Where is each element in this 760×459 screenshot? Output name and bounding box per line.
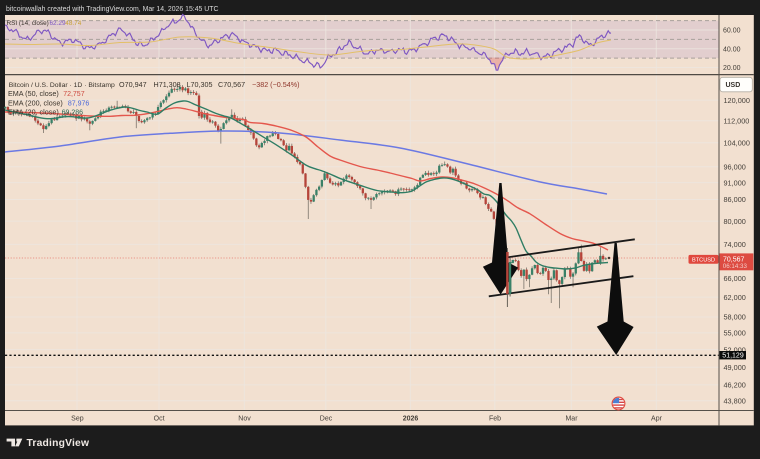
svg-text:74,000: 74,000 [724,240,746,249]
svg-text:Bitcoin / U.S. Dollar · 1D · B: Bitcoin / U.S. Dollar · 1D · Bitstamp [9,82,115,89]
svg-text:TradingView: TradingView [27,438,90,449]
svg-text:55,000: 55,000 [724,329,746,338]
svg-text:87,976: 87,976 [68,100,90,107]
svg-text:H71,308: H71,308 [154,80,181,89]
svg-text:46,200: 46,200 [724,381,746,390]
svg-text:86,000: 86,000 [724,195,746,204]
svg-text:43,800: 43,800 [724,396,746,405]
svg-text:72,757: 72,757 [63,91,85,98]
svg-text:bitcoinwallah created with Tra: bitcoinwallah created with TradingView.c… [6,6,218,13]
svg-text:EMA (20, close): EMA (20, close) [8,108,59,117]
svg-text:52,000: 52,000 [724,345,746,354]
svg-text:51,129: 51,129 [722,353,744,360]
svg-text:Apr: Apr [651,416,663,423]
svg-text:O70,947: O70,947 [119,80,147,89]
svg-text:60.00: 60.00 [723,28,741,35]
svg-text:120,000: 120,000 [724,96,750,105]
svg-text:Feb: Feb [489,416,501,423]
svg-text:Dec: Dec [320,416,333,423]
svg-text:112,000: 112,000 [724,116,750,125]
svg-text:91,000: 91,000 [724,178,746,187]
svg-text:C70,567: C70,567 [218,80,245,89]
svg-text:Oct: Oct [154,416,165,423]
svg-text:USD: USD [726,82,741,89]
svg-text:EMA (200, close): EMA (200, close) [8,98,63,107]
svg-text:104,000: 104,000 [724,139,750,148]
svg-text:Mar: Mar [565,416,578,423]
svg-text:Sep: Sep [71,416,84,423]
svg-text:69,286: 69,286 [62,110,84,117]
svg-text:62,000: 62,000 [724,293,746,302]
svg-text:96,000: 96,000 [724,162,746,171]
svg-text:2026: 2026 [403,416,419,423]
svg-text:62.29: 62.29 [50,20,66,27]
svg-text:80,000: 80,000 [724,217,746,226]
svg-text:20.00: 20.00 [723,65,741,72]
svg-text:48.74: 48.74 [65,20,81,27]
svg-text:L70,305: L70,305 [187,80,213,89]
svg-text:58,000: 58,000 [724,313,746,322]
svg-text:−382 (−0.54%): −382 (−0.54%) [252,80,300,89]
svg-text:70,567: 70,567 [723,256,745,263]
svg-text:49,000: 49,000 [724,363,746,372]
svg-text:06:14:33: 06:14:33 [723,263,748,270]
svg-text:BTCUSD: BTCUSD [692,257,715,263]
svg-text:EMA (50, close): EMA (50, close) [8,89,59,98]
svg-text:66,000: 66,000 [724,274,746,283]
svg-text:40.00: 40.00 [723,46,741,53]
svg-text:Nov: Nov [238,416,251,423]
svg-text:RSI (14, close): RSI (14, close) [7,20,49,27]
